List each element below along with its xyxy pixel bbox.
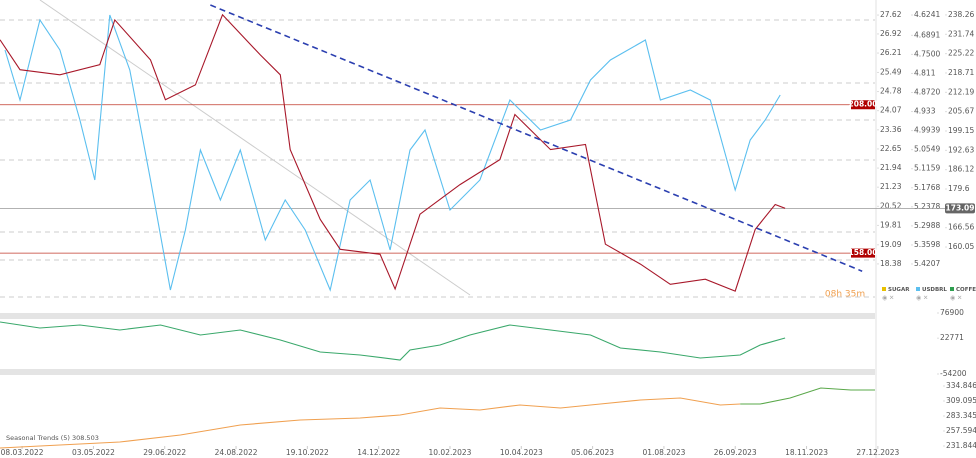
y-tick-label: 283.345: [946, 411, 976, 420]
y-tick-label: 22771: [940, 333, 964, 342]
y-tick-label: 4.811: [914, 68, 936, 77]
series-line: [0, 13, 786, 292]
x-tick-label: 27.12.2023: [856, 448, 899, 457]
y-tick-label: 225.22: [948, 49, 974, 58]
y-tick-label: 4.8720: [914, 88, 940, 97]
level-label: 208.00: [849, 100, 878, 109]
y-tick-label: 26.92: [880, 29, 902, 38]
y-tick-label: 18.38: [880, 259, 902, 268]
legend-icons: ◉ ✕: [882, 295, 894, 302]
y-tick-label: 5.4207: [914, 259, 940, 268]
y-tick-label: 218.71: [948, 68, 974, 77]
y-tick-label: 5.0549: [914, 145, 940, 154]
y-tick-label: 21.23: [880, 182, 902, 191]
last-price-label: 173.09: [946, 203, 975, 212]
y-tick-label: 166.56: [948, 223, 974, 232]
legend-swatch: [916, 287, 920, 291]
y-tick-label: -54200: [940, 369, 967, 378]
x-tick-label: 05.06.2023: [571, 448, 614, 457]
level-tag: [851, 248, 875, 258]
y-tick-label: 4.6891: [914, 30, 940, 39]
x-tick-label: 10.02.2023: [429, 448, 472, 457]
x-tick-label: 18.11.2023: [785, 448, 828, 457]
x-tick-label: 10.04.2023: [500, 448, 543, 457]
x-tick-label: 03.05.2022: [72, 448, 115, 457]
y-tick-label: 199.15: [948, 126, 974, 135]
last-price-tag: [945, 203, 975, 214]
y-tick-label: 19.09: [880, 240, 902, 249]
y-tick-label: 186.12: [948, 165, 974, 174]
y-tick-label: 19.81: [880, 220, 902, 229]
x-tick-label: 29.06.2022: [143, 448, 186, 457]
y-tick-label: 76900: [940, 308, 964, 317]
trendline: [210, 4, 863, 272]
level-label: 158.00: [849, 248, 878, 257]
y-tick-label: 5.2378: [914, 202, 940, 211]
legend-swatch: [882, 287, 886, 291]
y-tick-label: 257.594: [946, 426, 976, 435]
y-tick-label: 4.7500: [914, 49, 940, 58]
y-tick-label: 309.095: [946, 396, 976, 405]
y-tick-label: 160.05: [948, 242, 974, 251]
y-tick-label: 24.78: [880, 87, 902, 96]
x-tick-label: 14.12.2022: [357, 448, 400, 457]
y-tick-label: 5.1159: [914, 164, 940, 173]
y-tick-label: 231.844: [946, 441, 976, 450]
y-tick-label: 22.65: [880, 144, 902, 153]
y-tick-label: 205.67: [948, 107, 974, 116]
legend-icons: ◉ ✕: [950, 295, 962, 302]
legend-label: SUGAR: [888, 287, 910, 293]
y-tick-label: 192.63: [948, 145, 974, 154]
y-tick-label: 4.9939: [914, 126, 940, 135]
series-line: [0, 321, 786, 361]
series-line: [740, 387, 875, 405]
level-tag: [851, 100, 875, 110]
y-tick-label: 20.52: [880, 201, 902, 210]
y-tick-label: 5.2988: [914, 221, 940, 230]
x-tick-label: 01.08.2023: [642, 448, 685, 457]
panel-separator: [0, 313, 875, 319]
x-tick-label: 19.10.2022: [286, 448, 329, 457]
y-tick-label: 27.62: [880, 10, 902, 19]
legend-swatch: [950, 287, 954, 291]
y-tick-label: 238.26: [948, 10, 974, 19]
indicator-label: Seasonal Trends (5) 308.503: [6, 434, 99, 442]
y-tick-label: 21.94: [880, 163, 902, 172]
y-tick-label: 26.21: [880, 48, 902, 57]
legend-label: USDBRL: [922, 287, 947, 293]
y-tick-label: 4.933: [914, 107, 936, 116]
y-tick-label: 334.846: [946, 381, 976, 390]
y-tick-label: 5.1768: [914, 183, 940, 192]
y-tick-label: 5.3598: [914, 240, 940, 249]
x-tick-label: 08.03.2022: [1, 448, 44, 457]
legend-label: COFFEE: [956, 287, 976, 293]
legend-icons: ◉ ✕: [916, 295, 928, 302]
y-tick-label: 231.74: [948, 29, 974, 38]
y-tick-label: 23.36: [880, 125, 902, 134]
panel-separator: [0, 369, 875, 375]
timer: 08h 35m: [825, 290, 865, 300]
gray-trend: [39, 0, 471, 296]
x-tick-label: 24.08.2022: [215, 448, 258, 457]
y-tick-label: 179.6: [948, 184, 970, 193]
y-tick-label: 25.49: [880, 67, 902, 76]
y-tick-label: 4.6241: [914, 10, 940, 19]
fib-lines: [0, 19, 875, 298]
x-tick-label: 26.09.2023: [714, 448, 757, 457]
series-line: [0, 397, 741, 449]
y-tick-label: 212.19: [948, 87, 974, 96]
y-tick-label: 24.07: [880, 106, 902, 115]
